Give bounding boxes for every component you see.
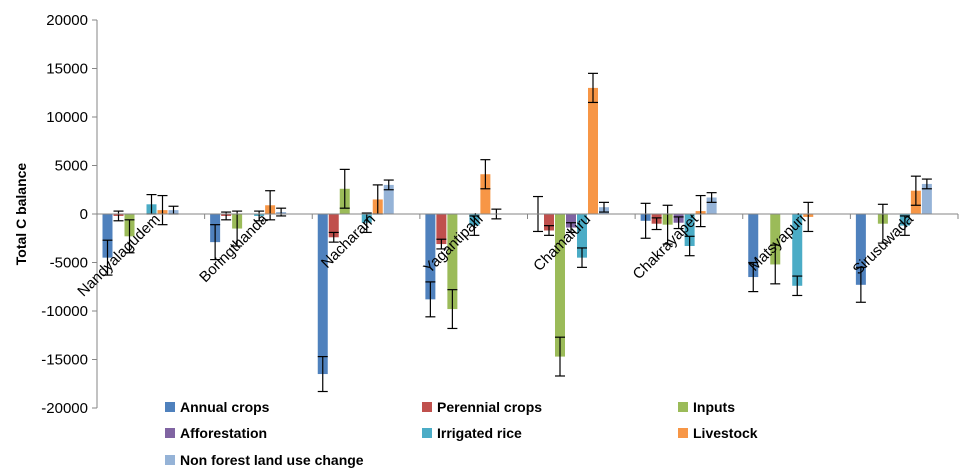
error-bar (480, 159, 491, 190)
error-bar (770, 244, 781, 285)
legend-swatch (678, 428, 688, 438)
error-bar (673, 216, 684, 230)
legend-label: Livestock (693, 425, 758, 441)
legend-item: Inputs (678, 399, 735, 415)
y-tick-label: -15000 (41, 352, 88, 369)
error-bar (662, 204, 673, 245)
error-bars (102, 72, 932, 393)
error-bar (651, 217, 662, 231)
error-bar (555, 336, 565, 377)
bar-non-forest-land-use-change (706, 197, 717, 214)
legend-item: Irrigated rice (422, 425, 522, 441)
bar-livestock (480, 174, 491, 214)
y-tick-label: 5000 (55, 158, 88, 175)
x-axis (96, 213, 959, 219)
error-bar (899, 215, 910, 236)
error-bar (102, 239, 113, 276)
legend-item: Annual crops (165, 399, 270, 415)
legend-label: Non forest land use change (180, 452, 364, 468)
bar-inputs (447, 214, 458, 310)
legend-label: Irrigated rice (437, 425, 522, 441)
error-bar (695, 194, 706, 228)
error-bar (640, 202, 651, 239)
error-bar (566, 222, 576, 234)
error-bar (254, 210, 265, 222)
legend-label: Annual crops (180, 399, 270, 415)
error-bar (706, 192, 717, 203)
y-tick-label: -20000 (41, 400, 88, 417)
error-bar (383, 179, 394, 191)
bar-non-forest-land-use-change (383, 184, 394, 214)
legend-swatch (165, 428, 175, 438)
error-bar (317, 355, 328, 393)
bar-livestock (588, 87, 598, 214)
error-bar (328, 231, 339, 243)
error-bar (855, 266, 866, 303)
y-axis-label: Total C balance (13, 163, 29, 266)
error-bar (544, 225, 554, 236)
error-bar (910, 175, 921, 206)
error-bar (792, 275, 803, 297)
bar-perennial-crops (328, 214, 339, 238)
error-bar (113, 210, 124, 222)
bar-inputs (770, 214, 781, 265)
legend-label: Afforestation (180, 425, 267, 441)
bar-annual-crops (317, 214, 328, 375)
y-axis: 20000 15000 10000 5000 0 -5000 -10000 -15000 -20… (41, 12, 98, 417)
bar-annual-crops (102, 214, 113, 258)
legend-item: Livestock (678, 425, 758, 441)
legend-item: Afforestation (165, 425, 267, 441)
error-bar (877, 203, 888, 244)
bar-annual-crops (748, 214, 759, 278)
legend-label: Inputs (693, 399, 735, 415)
error-bar (469, 215, 480, 236)
error-bar (577, 247, 587, 268)
legend-item: Non forest land use change (165, 452, 364, 468)
error-bar (276, 207, 287, 217)
error-bar (361, 212, 372, 234)
legend-swatch (422, 428, 432, 438)
error-bar (436, 238, 447, 250)
y-tick-label: -5000 (50, 255, 88, 272)
error-bar (447, 289, 458, 330)
error-bar (157, 194, 168, 226)
error-bar (748, 261, 759, 293)
category-labels: Nandyalagudem Boringthanda Nacharam Yaganti… (74, 210, 917, 300)
bar-inputs (555, 214, 565, 357)
y-tick-label: -10000 (41, 303, 88, 320)
legend-swatch (165, 402, 175, 412)
legend-label: Perennial crops (437, 399, 542, 415)
bar-afforestation (566, 214, 576, 228)
y-tick-label: 10000 (46, 109, 88, 126)
error-bar (921, 178, 932, 190)
bar-perennial-crops (544, 214, 554, 231)
error-bar (210, 224, 221, 261)
error-bar (124, 219, 135, 254)
error-bar (684, 235, 695, 257)
legend: Annual crops Perennial crops Inputs Affores… (165, 399, 758, 468)
error-bar (588, 72, 598, 104)
legend-swatch (678, 402, 688, 412)
bar-perennial-crops (436, 214, 447, 245)
error-bar (803, 201, 814, 233)
error-bar (599, 201, 609, 213)
legend-item: Perennial crops (422, 399, 542, 415)
bar-annual-crops (425, 214, 436, 300)
error-bar (221, 211, 232, 221)
bar-irrigated-rice (684, 214, 695, 247)
error-bar (425, 281, 436, 318)
legend-swatch (422, 402, 432, 412)
bar-irrigated-rice (792, 214, 803, 286)
bar-annual-crops (855, 214, 866, 285)
y-tick-label: 0 (80, 206, 88, 223)
bar-non-forest-land-use-change (921, 183, 932, 214)
error-bar (232, 210, 243, 247)
legend-swatch (165, 455, 175, 465)
bar-irrigated-rice (577, 214, 587, 258)
error-bar (339, 168, 350, 209)
y-tick-label: 15000 (46, 61, 88, 78)
y-tick-label: 20000 (46, 12, 88, 29)
error-bar (265, 190, 276, 221)
